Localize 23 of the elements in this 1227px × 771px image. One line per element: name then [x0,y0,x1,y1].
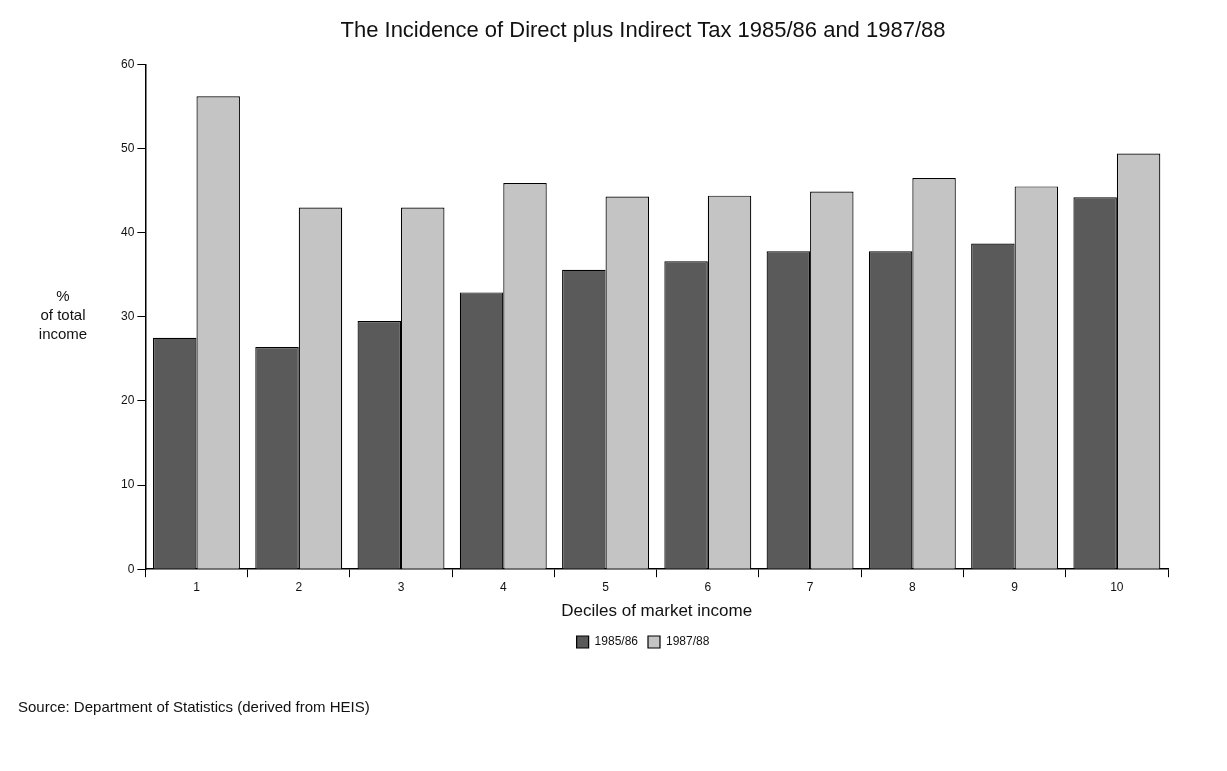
x-tick-label: 6 [704,579,712,594]
x-tick-label: 10 [1110,579,1124,594]
y-tick-label: 40 [120,224,135,239]
legend-label: 1987/88 [666,634,710,649]
x-tick-label: 3 [397,579,405,594]
x-tick-label: 4 [499,579,507,594]
x-axis-title: Deciles of market income [561,601,753,621]
x-tick-label: 9 [1011,579,1019,594]
y-tick-label: 60 [120,56,135,71]
source-note: Source: Department of Statistics (derived from HEIS) [18,698,371,715]
x-tick-label: 8 [908,579,916,594]
x-tick-label: 7 [806,579,814,594]
y-axis-title: % of total income [38,286,88,342]
x-tick-label: 1 [193,579,201,594]
x-tick-label: 5 [602,579,610,594]
y-tick-label: 30 [120,309,135,324]
y-tick-label: 10 [120,477,135,492]
chart-title: The Incidence of Direct plus Indirect Tax 1985/86 and 1987/88 [340,17,946,43]
legend-label: 1985/86 [594,634,639,649]
y-tick-label: 20 [120,393,135,408]
y-tick-label: 50 [120,140,135,155]
y-tick-label: 0 [127,561,135,576]
x-tick-label: 2 [295,579,303,594]
